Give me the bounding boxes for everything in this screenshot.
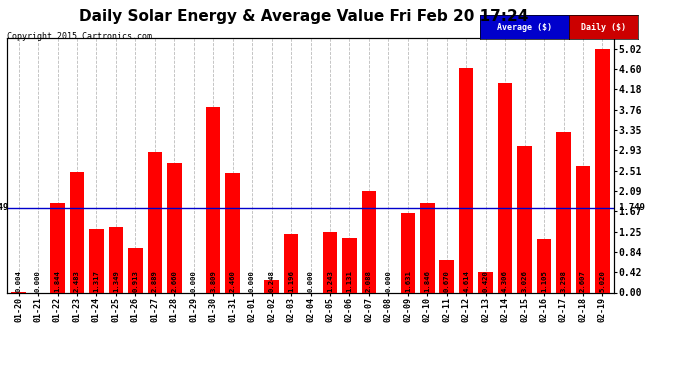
Bar (575, 166, 590, 292)
Text: 1.749: 1.749 (618, 203, 645, 212)
Bar (167, 163, 181, 292)
Text: Average ($): Average ($) (497, 22, 552, 32)
Bar (342, 238, 357, 292)
Bar (478, 272, 493, 292)
Bar (226, 173, 240, 292)
Text: Copyright 2015 Cartronics.com: Copyright 2015 Cartronics.com (7, 32, 152, 41)
Text: 0.004: 0.004 (16, 270, 21, 292)
Text: 0.000: 0.000 (249, 270, 255, 292)
Text: 1.317: 1.317 (93, 270, 99, 292)
Text: 0.000: 0.000 (308, 270, 313, 292)
Bar (362, 191, 376, 292)
Text: 0.000: 0.000 (385, 270, 391, 292)
Text: 0.670: 0.670 (444, 270, 450, 292)
Bar (206, 108, 221, 292)
Bar (323, 232, 337, 292)
Bar (128, 248, 143, 292)
Text: 1.349: 1.349 (113, 270, 119, 292)
Text: 1.131: 1.131 (346, 270, 353, 292)
Text: 2.483: 2.483 (74, 270, 80, 292)
Text: 2.460: 2.460 (230, 270, 236, 292)
Bar (284, 234, 298, 292)
Bar (518, 146, 532, 292)
Text: 1.631: 1.631 (405, 270, 411, 292)
Text: 1.105: 1.105 (541, 270, 547, 292)
Text: 1.846: 1.846 (424, 270, 431, 292)
Text: 3.026: 3.026 (522, 270, 528, 292)
Text: 2.660: 2.660 (171, 270, 177, 292)
Text: 0.913: 0.913 (132, 270, 139, 292)
Text: 3.809: 3.809 (210, 270, 216, 292)
Text: 2.889: 2.889 (152, 270, 158, 292)
Text: 4.614: 4.614 (463, 270, 469, 292)
Text: 1.243: 1.243 (327, 270, 333, 292)
Text: ►1.749: ►1.749 (0, 203, 9, 212)
Text: 0.248: 0.248 (268, 270, 275, 292)
Bar (556, 132, 571, 292)
Bar (50, 203, 65, 292)
Text: 0.000: 0.000 (190, 270, 197, 292)
Text: 4.306: 4.306 (502, 270, 508, 292)
Text: Daily ($): Daily ($) (581, 22, 627, 32)
Bar (440, 260, 454, 292)
Bar (595, 49, 610, 292)
Text: 0.420: 0.420 (482, 270, 489, 292)
Bar (89, 228, 104, 292)
Text: 2.088: 2.088 (366, 270, 372, 292)
Text: 1.844: 1.844 (55, 270, 61, 292)
Bar (108, 227, 124, 292)
Text: 5.020: 5.020 (600, 270, 605, 292)
Bar (400, 213, 415, 292)
Bar (537, 239, 551, 292)
Bar (148, 152, 162, 292)
Text: 3.298: 3.298 (560, 270, 566, 292)
Text: Daily Solar Energy & Average Value Fri Feb 20 17:24: Daily Solar Energy & Average Value Fri F… (79, 9, 529, 24)
Bar (497, 83, 513, 292)
Text: 0.000: 0.000 (35, 270, 41, 292)
Text: 2.607: 2.607 (580, 270, 586, 292)
Bar (70, 172, 84, 292)
Bar (420, 203, 435, 292)
Bar (459, 68, 473, 292)
Text: 1.196: 1.196 (288, 270, 294, 292)
Bar (264, 280, 279, 292)
